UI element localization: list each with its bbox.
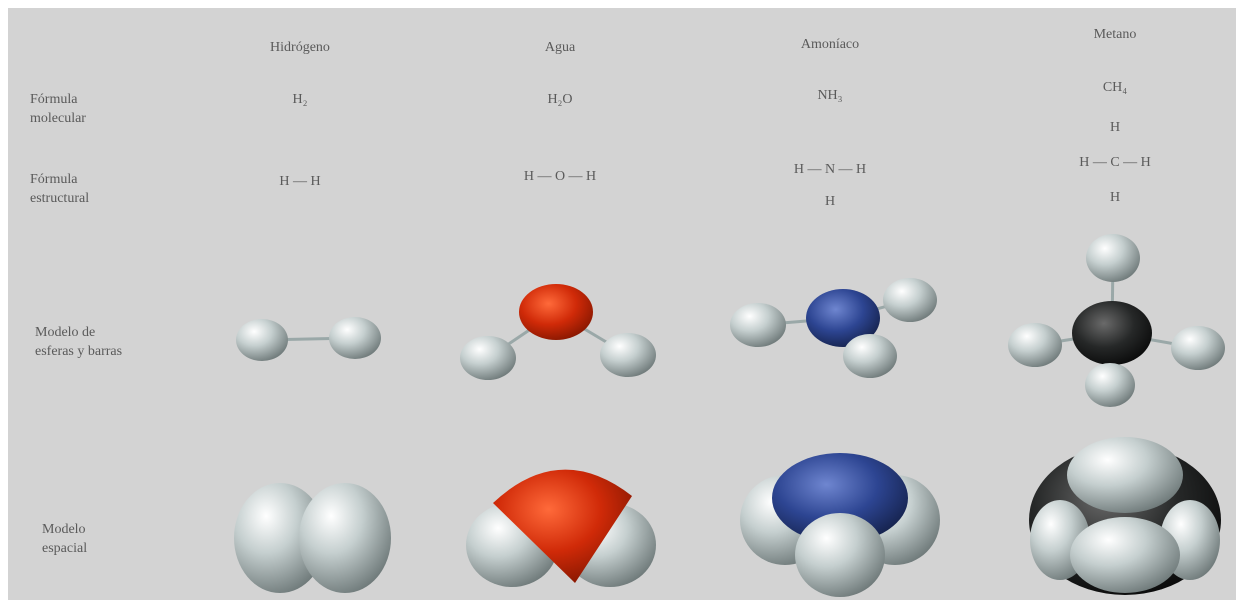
formula: NH₃ [817,88,842,103]
formula: H — H [279,174,320,189]
formula: H₂ [293,92,308,107]
formula: H₂O [547,92,572,107]
formula: H [1110,120,1120,135]
row-label: Modelo [42,522,86,537]
formula: H — C — H [1079,155,1151,170]
ball-stick-water [460,284,656,380]
column-header: Metano [1094,27,1137,42]
formula: CH₄ [1103,80,1127,95]
texts: Hidrógeno Agua Amoníaco Metano Fórmula molecu… [30,27,1151,556]
formula: H [825,194,835,209]
row-label: molecular [30,111,86,126]
space-hydrogen [234,483,391,593]
column-header: Agua [545,40,576,55]
space-ammonia [740,453,940,597]
column-header: Amoníaco [801,37,859,52]
formula: H — O — H [524,169,596,184]
ball-stick-ammonia [730,278,937,378]
ball-stick-hydrogen [236,317,381,361]
row-label: espacial [42,541,87,556]
space-water [466,469,656,587]
row-label: estructural [30,191,89,206]
ball-stick-methane [1008,234,1225,407]
row-label: Modelo de [35,325,95,340]
row-label: Fórmula [30,172,78,187]
row-label: esferas y barras [35,344,122,359]
space-methane [1029,437,1221,595]
formula: H — N — H [794,162,866,177]
row-label: Fórmula [30,92,78,107]
formula: H [1110,190,1120,205]
column-header: Hidrógeno [270,40,330,55]
